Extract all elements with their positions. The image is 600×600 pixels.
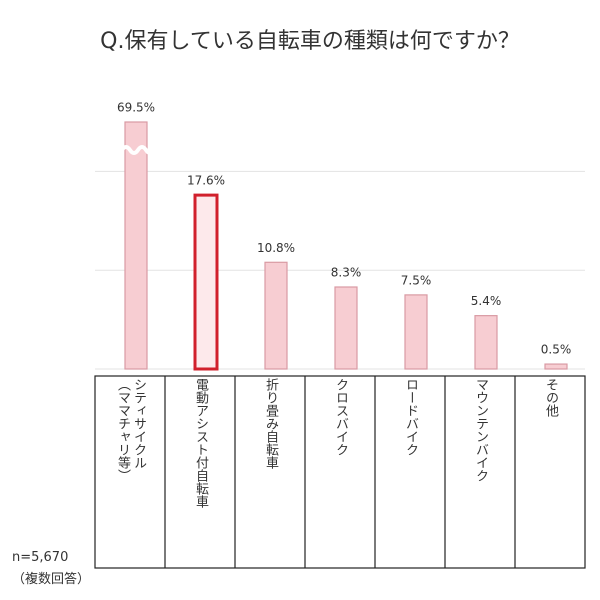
x-tick-label: 電動アシスト付自転車 xyxy=(193,378,208,508)
x-tick-label: ロードバイク xyxy=(403,378,418,456)
x-tick-label: マウンテンバイク xyxy=(473,378,488,482)
x-tick-label: シティサイクル （ママチャリ等） xyxy=(115,378,146,482)
bar xyxy=(334,286,358,370)
x-tick-label: 折り畳み自転車 xyxy=(263,378,278,469)
category-cell: シティサイクル （ママチャリ等） xyxy=(95,378,165,568)
value-label: 0.5% xyxy=(541,343,572,357)
x-tick-label: クロスバイク xyxy=(333,378,348,456)
category-cell: クロスバイク xyxy=(305,378,375,568)
bar xyxy=(124,121,148,370)
category-table xyxy=(94,375,586,569)
sample-note: n=5,670 xyxy=(12,550,69,565)
bar xyxy=(474,315,498,370)
category-cell: 折り畳み自転車 xyxy=(235,378,305,568)
bar xyxy=(404,294,428,370)
value-label: 8.3% xyxy=(331,265,362,279)
axis-break xyxy=(120,145,156,155)
category-cell: その他 xyxy=(515,378,585,568)
sample-note: （複数回答） xyxy=(12,572,91,587)
category-cell: ロードバイク xyxy=(375,378,445,568)
chart-title: Q.保有している自転車の種類は何ですか？ xyxy=(100,29,520,54)
category-cell: マウンテンバイク xyxy=(445,378,515,568)
bar xyxy=(264,261,288,370)
value-label: 17.6% xyxy=(187,174,225,188)
value-label: 7.5% xyxy=(401,273,432,287)
value-label: 10.8% xyxy=(257,241,295,255)
value-label: 69.5% xyxy=(117,101,155,115)
bar xyxy=(544,363,568,370)
value-label: 5.4% xyxy=(471,294,502,308)
x-tick-label: その他 xyxy=(543,378,558,417)
bar xyxy=(193,193,219,371)
category-cell: 電動アシスト付自転車 xyxy=(165,378,235,568)
